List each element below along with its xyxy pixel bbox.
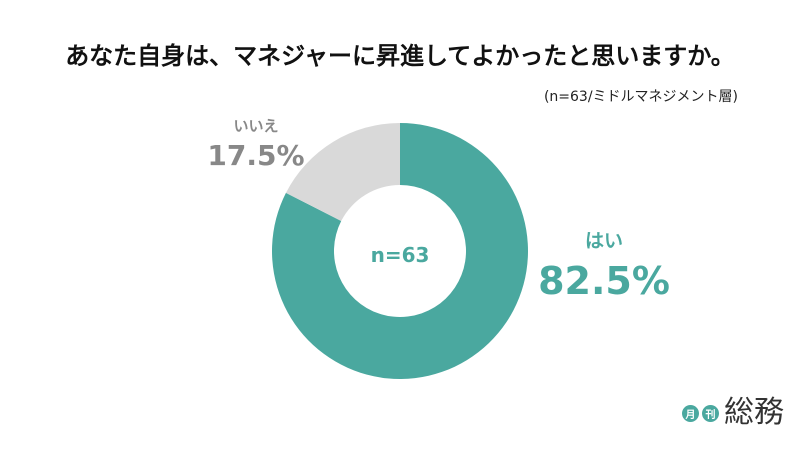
brand-badge: 刊 [702,404,719,422]
slice-label-yes: はい [585,230,623,252]
slice-yes [272,123,528,379]
chart-title: あなた自身は、マネジャーに昇進してよかったと思いますか。 [65,42,735,70]
brand-logo: 月 刊 総務 [682,398,784,428]
chart-subtitle: (n=63/ミドルマネジメント層) [543,89,738,105]
slice-value-yes: 82.5% [538,259,670,303]
center-label: n=63 [371,243,430,267]
brand-name: 総務 [724,395,784,430]
slice-label-no: いいえ [233,117,278,135]
slice-no [285,123,400,222]
slice-value-no: 17.5% [207,139,304,172]
brand-badge: 月 [682,404,699,422]
